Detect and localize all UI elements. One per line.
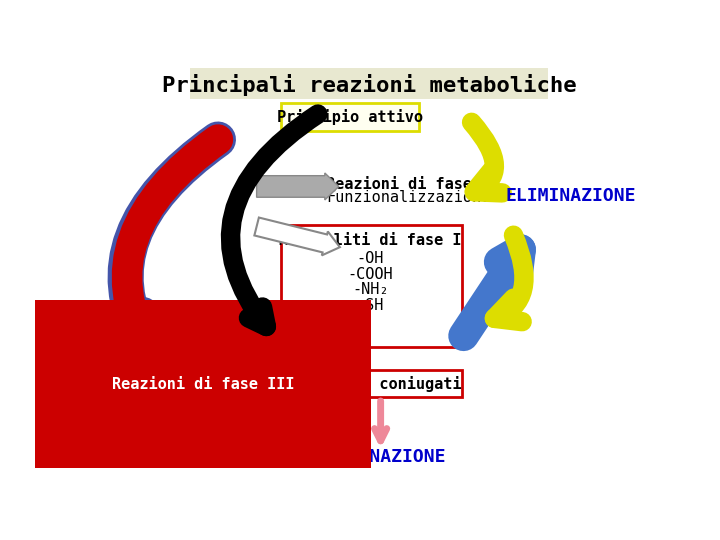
FancyArrow shape (245, 355, 292, 380)
Text: -OH: -OH (357, 251, 384, 266)
FancyBboxPatch shape (281, 370, 462, 397)
Text: Reazioni di fase I: Reazioni di fase I (326, 177, 490, 192)
FancyBboxPatch shape (190, 68, 548, 99)
FancyArrow shape (244, 374, 292, 396)
Text: -SH: -SH (357, 298, 384, 313)
Text: Metaboliti di fase I: Metaboliti di fase I (279, 233, 462, 248)
Text: Reazioni di fase III: Reazioni di fase III (112, 377, 294, 392)
Text: Metaboliti coniugati: Metaboliti coniugati (279, 376, 462, 392)
FancyBboxPatch shape (281, 225, 462, 347)
Text: ELIMINAZIONE: ELIMINAZIONE (315, 449, 446, 467)
Text: Funzionalizzazione: Funzionalizzazione (326, 190, 490, 205)
FancyArrow shape (254, 218, 340, 255)
FancyBboxPatch shape (281, 103, 419, 131)
Text: ELIMINAZIONE: ELIMINAZIONE (505, 187, 636, 205)
Text: Principio attivo: Principio attivo (276, 109, 423, 125)
FancyArrow shape (256, 173, 339, 200)
Text: -COOH: -COOH (348, 267, 393, 282)
Text: -NH₂: -NH₂ (352, 282, 389, 297)
Text: Principali reazioni metaboliche: Principali reazioni metaboliche (162, 74, 576, 96)
